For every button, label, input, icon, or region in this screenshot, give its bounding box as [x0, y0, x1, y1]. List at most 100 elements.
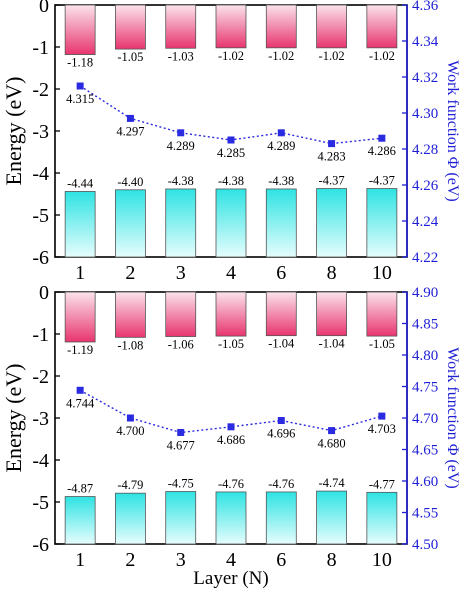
y-tick-label: -2	[32, 366, 49, 388]
x-tick-label: 10	[372, 549, 392, 571]
y-tick-label: -6	[32, 534, 49, 556]
upper-bar-label: -1.02	[218, 49, 244, 63]
upper-bar-label: -1.05	[117, 50, 143, 64]
lower-bar	[115, 492, 146, 545]
work-function-marker	[227, 423, 235, 431]
x-tick-label: 4	[226, 549, 236, 571]
upper-bar	[64, 291, 96, 343]
upper-bar	[165, 291, 197, 337]
upper-bar	[215, 291, 247, 337]
work-function-marker	[378, 412, 386, 420]
y-right-tick-label: 4.22	[412, 250, 438, 266]
lower-bar-label: -4.79	[117, 478, 143, 492]
y-tick-label: -2	[32, 79, 49, 101]
bottom-panel: Energy (eV) Work function Φ (eV) Layer (…	[1, 282, 461, 589]
work-function-marker	[126, 114, 134, 122]
y-right-tick-label: 4.36	[412, 0, 439, 14]
y-tick-label: -5	[32, 492, 49, 514]
work-function-marker	[328, 427, 336, 435]
lower-bar	[366, 491, 398, 545]
upper-bar	[265, 291, 297, 337]
upper-bar-label: -1.19	[67, 343, 93, 357]
x-tick-label: 3	[176, 549, 186, 571]
lower-bar	[215, 188, 247, 258]
work-function-marker	[277, 417, 285, 425]
y-right-tick-label: 4.30	[412, 106, 438, 122]
lower-bar	[165, 188, 197, 258]
upper-bar-label: -1.02	[268, 49, 294, 63]
work-function-label: 4.285	[217, 146, 245, 160]
x-axis-title: Layer (N)	[193, 568, 268, 589]
lower-bar-label: -4.75	[168, 477, 194, 491]
y-axis-right-title: Work function Φ (eV)	[444, 60, 461, 201]
y-right-tick-label: 4.90	[412, 285, 438, 301]
upper-bar	[165, 4, 197, 49]
work-function-marker	[177, 428, 185, 436]
y-right-tick-label: 4.24	[412, 214, 439, 230]
lower-bar	[366, 188, 398, 258]
work-function-marker	[76, 82, 84, 90]
lower-bar	[64, 496, 96, 545]
x-tick-label: 2	[125, 262, 135, 284]
lower-bar-label: -4.40	[117, 175, 143, 189]
work-function-marker	[177, 129, 185, 137]
y-right-tick-label: 4.70	[412, 411, 438, 427]
work-function-label: 4.315	[66, 92, 94, 106]
y-right-tick-label: 4.34	[412, 34, 439, 50]
lower-bar-label: -4.37	[319, 174, 345, 188]
work-function-label: 4.677	[167, 438, 195, 452]
work-function-marker	[126, 414, 134, 422]
upper-bar-label: -1.18	[67, 56, 93, 70]
upper-bar-label: -1.04	[319, 337, 346, 351]
work-function-label: 4.696	[267, 427, 295, 441]
lower-bar	[115, 189, 146, 258]
y-tick-label: 0	[39, 282, 49, 304]
work-function-marker	[328, 140, 336, 148]
work-function-label: 4.700	[116, 424, 144, 438]
upper-bar-label: -1.02	[369, 49, 395, 63]
y-right-tick-label: 4.65	[412, 443, 438, 459]
lower-bar-label: -4.37	[369, 174, 395, 188]
y-tick-label: -4	[32, 450, 49, 472]
work-function-marker	[277, 129, 285, 137]
top-panel: Energy (eV) Work function Φ (eV) 0 -1 -2 -3…	[1, 0, 461, 284]
lower-bar-label: -4.38	[268, 174, 294, 188]
lower-bar-label: -4.74	[319, 476, 346, 490]
x-tick-label: 6	[276, 549, 286, 571]
lower-bar	[316, 490, 347, 545]
work-function-label: 4.286	[368, 144, 396, 158]
y-axis-title: Energy (eV)	[1, 364, 26, 473]
work-function-label: 4.744	[66, 396, 95, 410]
x-tick-label: 4	[226, 262, 236, 284]
y-right-tick-label: 4.26	[412, 178, 439, 194]
lower-bar-label: -4.76	[218, 477, 244, 491]
lower-bar-label: -4.77	[369, 477, 395, 491]
y-right-tick-label: 4.55	[412, 506, 438, 522]
y-tick-label: -4	[32, 163, 49, 185]
lower-bar	[165, 491, 197, 545]
y-tick-label: 0	[39, 0, 49, 17]
y-right-tick-label: 4.60	[412, 474, 438, 490]
y-tick-label: -3	[32, 408, 49, 430]
work-function-marker	[76, 386, 84, 394]
y-tick-label: -5	[32, 205, 49, 227]
upper-bar-label: -1.05	[369, 337, 395, 351]
x-tick-label: 10	[372, 262, 392, 284]
upper-bar	[316, 4, 347, 49]
y-right-tick-label: 4.32	[412, 70, 438, 86]
work-function-label: 4.297	[116, 124, 144, 138]
lower-bar-label: -4.38	[168, 174, 194, 188]
lower-bar	[215, 491, 247, 545]
y-right-tick-label: 4.85	[412, 317, 438, 333]
upper-bar	[366, 291, 398, 337]
y-right-tick-label: 4.80	[412, 348, 438, 364]
work-function-label: 4.686	[217, 433, 245, 447]
work-function-label: 4.283	[318, 150, 346, 164]
upper-bar	[64, 4, 96, 55]
x-tick-label: 1	[75, 549, 85, 571]
work-function-label: 4.289	[267, 139, 295, 153]
y-right-tick-label: 4.50	[412, 537, 438, 553]
upper-bar-label: -1.06	[168, 338, 194, 352]
y-tick-label: -3	[32, 121, 49, 143]
